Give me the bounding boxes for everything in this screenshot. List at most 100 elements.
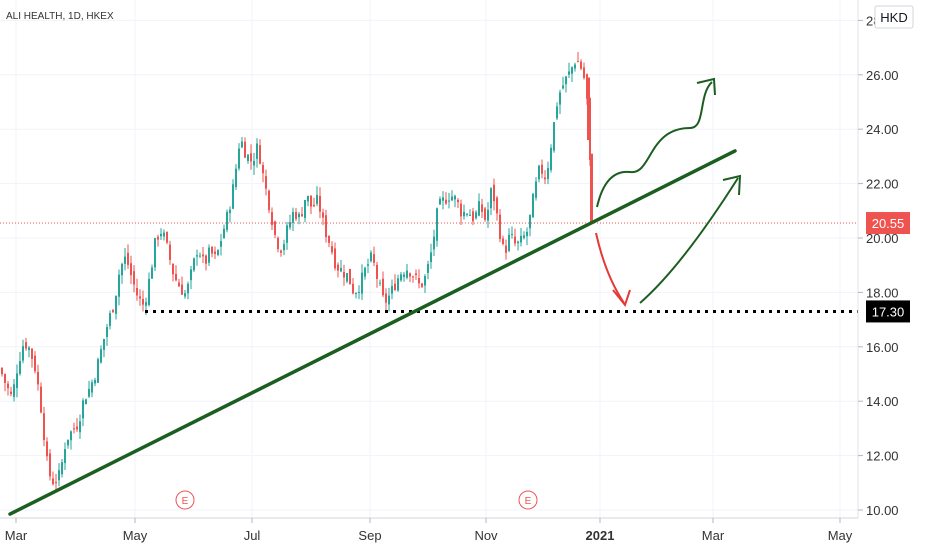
candle-body <box>241 141 243 148</box>
earnings-marker[interactable]: E <box>175 490 195 510</box>
candle-body <box>469 214 471 216</box>
candle-body <box>460 203 462 217</box>
candle-body <box>445 199 447 204</box>
candle-body <box>493 184 495 202</box>
trend-line <box>8 149 737 516</box>
candle-body <box>244 141 246 158</box>
candle-body <box>34 355 36 372</box>
candle-body <box>79 421 81 433</box>
candle-body <box>43 413 45 440</box>
candle-body <box>382 278 384 296</box>
candle-body <box>100 349 102 363</box>
x-axis[interactable]: Mar May Jul Sep Nov 2021 Mar May <box>5 518 853 543</box>
candle-body <box>46 441 48 457</box>
svg-text:HKD: HKD <box>880 10 907 25</box>
svg-text:20.55: 20.55 <box>872 216 905 231</box>
x-tick-label: 2021 <box>586 528 615 543</box>
candle-body <box>433 236 435 250</box>
candle-body <box>127 252 129 265</box>
candle-body <box>277 237 279 250</box>
candle-body <box>358 292 360 294</box>
candle-body <box>175 273 177 281</box>
candle-body <box>67 439 69 446</box>
candle-body <box>220 241 222 247</box>
candle-body <box>22 346 24 361</box>
arrow-red-down <box>595 232 625 304</box>
candle-body <box>328 235 330 243</box>
candle-body <box>587 77 590 141</box>
candle-body <box>421 283 423 287</box>
svg-text:17.30: 17.30 <box>872 304 905 319</box>
candle-body <box>517 241 519 244</box>
candle-body <box>169 244 171 260</box>
candle-body <box>499 214 501 240</box>
candle-body <box>316 194 318 204</box>
candle-body <box>274 221 276 235</box>
candle-body <box>526 231 528 237</box>
candle-body <box>61 462 63 475</box>
candle-body <box>28 347 30 350</box>
y-axis[interactable]: 10.00 12.00 14.00 16.00 18.00 20.00 22.00 24.00… <box>858 13 899 518</box>
x-tick-label: May <box>123 528 148 543</box>
candle-body <box>496 197 498 214</box>
earnings-marker[interactable]: E <box>518 490 538 510</box>
candle-body <box>139 296 141 299</box>
candle-body <box>346 273 348 282</box>
candle-body <box>538 165 540 180</box>
candle-body <box>508 234 510 251</box>
candle-body <box>292 211 294 223</box>
candle-body <box>181 284 183 295</box>
candle-body <box>55 482 57 484</box>
candle-body <box>58 470 60 481</box>
candle-body <box>490 188 492 209</box>
candle-body <box>424 276 426 286</box>
candle-body <box>568 71 570 75</box>
currency-badge[interactable]: HKD <box>874 5 914 29</box>
candle-body <box>403 274 405 278</box>
candle-body <box>193 258 195 271</box>
candle-body <box>286 225 288 243</box>
candle-body <box>115 295 117 314</box>
x-tick-label: Jul <box>244 528 261 543</box>
candle-body <box>253 160 255 166</box>
candle-body <box>202 254 204 257</box>
candle-body <box>196 255 198 257</box>
candle-body <box>298 213 300 218</box>
candle-body <box>214 251 216 254</box>
candle-body <box>559 92 561 105</box>
candle-body <box>502 238 504 244</box>
candle-body <box>13 384 15 397</box>
candle-body <box>325 215 327 238</box>
candle-body <box>184 293 186 297</box>
candle-body <box>448 200 450 202</box>
candle-body <box>49 453 51 477</box>
candle-body <box>361 272 363 294</box>
candle-body <box>472 211 474 222</box>
candle-body <box>70 431 72 441</box>
candle-body <box>553 122 555 151</box>
candle-body <box>283 244 285 251</box>
candle-body <box>259 145 261 164</box>
y-tick-label: 18.00 <box>866 285 899 300</box>
candle-body <box>412 276 414 278</box>
candle-body <box>535 181 537 198</box>
candle-body <box>76 426 78 430</box>
candle-body <box>541 164 543 174</box>
candle-body <box>571 67 573 74</box>
support-price-tag: 17.30 <box>866 300 910 323</box>
candle-body <box>238 148 240 169</box>
candle-body <box>373 254 375 263</box>
candle-body <box>484 208 486 220</box>
x-tick-label: May <box>828 528 853 543</box>
y-tick-label: 16.00 <box>866 340 899 355</box>
candle-body <box>145 302 147 306</box>
candle-body <box>97 359 99 383</box>
symbol-title: ALI HEALTH, 1D, HKEX <box>6 11 114 22</box>
candle-body <box>355 293 357 295</box>
candle-body <box>436 208 438 241</box>
y-tick-label: 26.00 <box>866 68 899 83</box>
candle-body <box>94 379 96 384</box>
x-tick-label: Sep <box>358 528 381 543</box>
candle-body <box>232 184 234 209</box>
